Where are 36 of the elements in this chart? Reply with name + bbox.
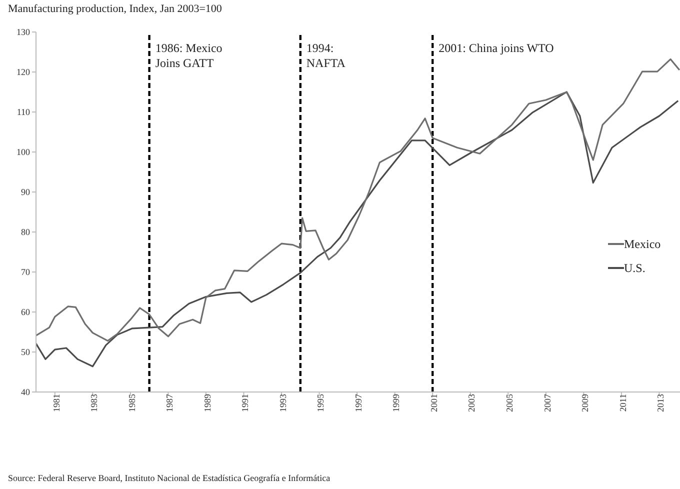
- y-tick-label: 40: [21, 387, 30, 398]
- legend-label: U.S.: [624, 260, 646, 276]
- chart-title: Manufacturing production, Index, Jan 2003=100: [8, 3, 222, 15]
- x-tick-label: 1997: [353, 394, 364, 412]
- ref-line-label: 2001: China joins WTO: [438, 41, 554, 55]
- x-tick-label: 1993: [278, 394, 288, 412]
- ref-line-label: 1986: Mexico Joins GATT: [155, 41, 222, 70]
- x-tick-label: 2011: [618, 394, 628, 412]
- legend-label: Mexico: [624, 236, 661, 252]
- y-tick-label: 60: [21, 307, 30, 318]
- y-tick-label: 80: [21, 227, 30, 238]
- y-tick-label: 120: [16, 67, 30, 78]
- x-tick-label: 1987: [164, 394, 175, 412]
- y-tick-label: 130: [16, 27, 30, 38]
- x-tick-label: 1985: [126, 394, 137, 412]
- ref-line-label: 1994: NAFTA: [306, 41, 346, 70]
- x-tick-label: 1989: [202, 394, 212, 412]
- x-tick-label: 2007: [542, 394, 552, 412]
- x-tick-label: 2001: [428, 394, 439, 412]
- line-series: [36, 91, 679, 368]
- x-tick-label: 1991: [240, 394, 250, 412]
- y-tick-label: 70: [21, 267, 30, 278]
- source-note: Source: Federal Reserve Board, Instituto Nacional de Estadística Geografía e Informática: [8, 473, 330, 483]
- x-tick-label: 2009: [580, 394, 590, 412]
- y-tick-label: 50: [21, 347, 30, 358]
- x-tick-label: 2013: [656, 394, 666, 412]
- x-tick-label: 1983: [89, 394, 100, 412]
- x-tick-label: 2003: [466, 394, 477, 412]
- y-tick-label: 100: [16, 147, 30, 158]
- x-tick-label: 1999: [391, 394, 402, 412]
- y-tick-label: 110: [16, 107, 30, 118]
- x-tick-label: 1981: [51, 394, 62, 412]
- x-tick-label: 1995: [316, 394, 326, 412]
- line-series: [36, 58, 680, 342]
- x-tick-label: 2005: [504, 394, 515, 412]
- y-tick-label: 90: [21, 187, 30, 198]
